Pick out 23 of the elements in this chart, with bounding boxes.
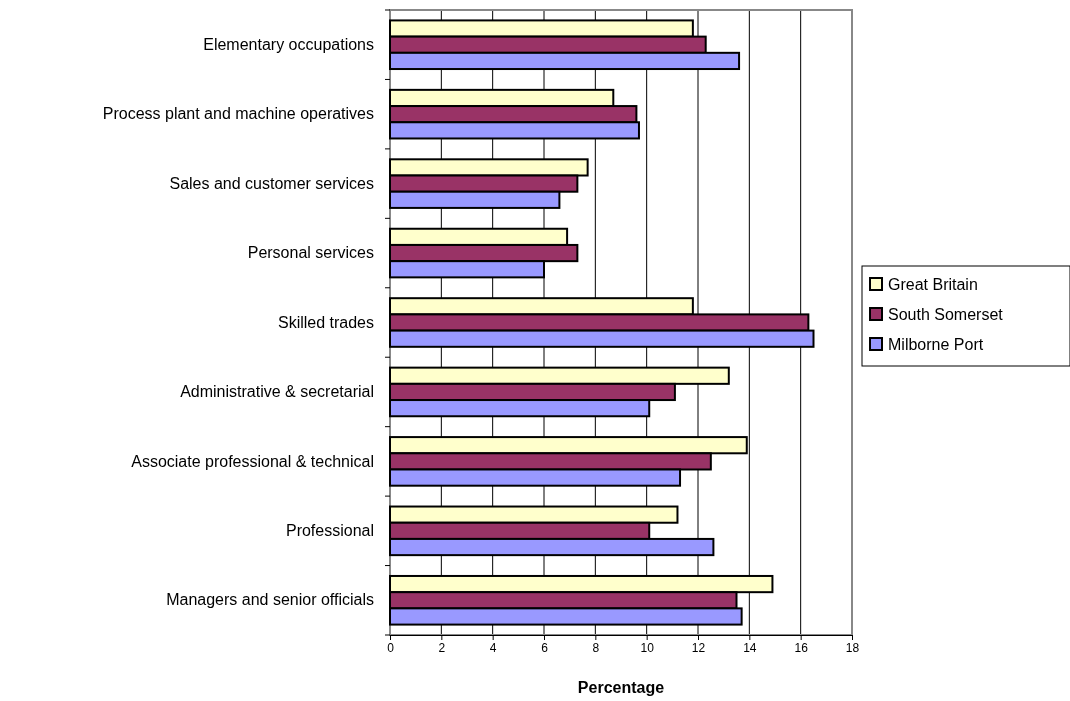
y-tick-label: Associate professional & technical xyxy=(131,452,374,470)
legend-label: South Somerset xyxy=(888,306,1004,323)
x-axis-title: Percentage xyxy=(577,679,665,696)
x-tick-label: 12 xyxy=(691,640,706,655)
x-tick-label: 10 xyxy=(640,640,655,655)
y-tick-label: Administrative & secretarial xyxy=(180,383,374,401)
x-tick-label: 0 xyxy=(387,640,395,655)
legend-label: Milborne Port xyxy=(888,336,984,353)
x-tick-label: 16 xyxy=(794,640,809,655)
legend-label: Great Britain xyxy=(888,276,978,293)
x-tick-label: 4 xyxy=(489,640,497,655)
y-tick-label: Personal services xyxy=(247,244,374,262)
x-tick-label: 6 xyxy=(541,640,549,655)
x-tick-label: 14 xyxy=(743,640,757,655)
y-tick-label: Process plant and machine operatives xyxy=(102,105,374,123)
y-tick-label: Professional xyxy=(285,521,374,539)
y-tick-label: Elementary occupations xyxy=(203,35,374,53)
y-tick-label: Sales and customer services xyxy=(169,174,374,192)
x-tick-label: 18 xyxy=(845,640,860,655)
x-tick-label: 2 xyxy=(438,640,446,655)
x-tick-label: 8 xyxy=(592,640,600,655)
y-tick-label: Skilled trades xyxy=(277,313,374,331)
y-tick-label: Managers and senior officials xyxy=(166,591,374,609)
